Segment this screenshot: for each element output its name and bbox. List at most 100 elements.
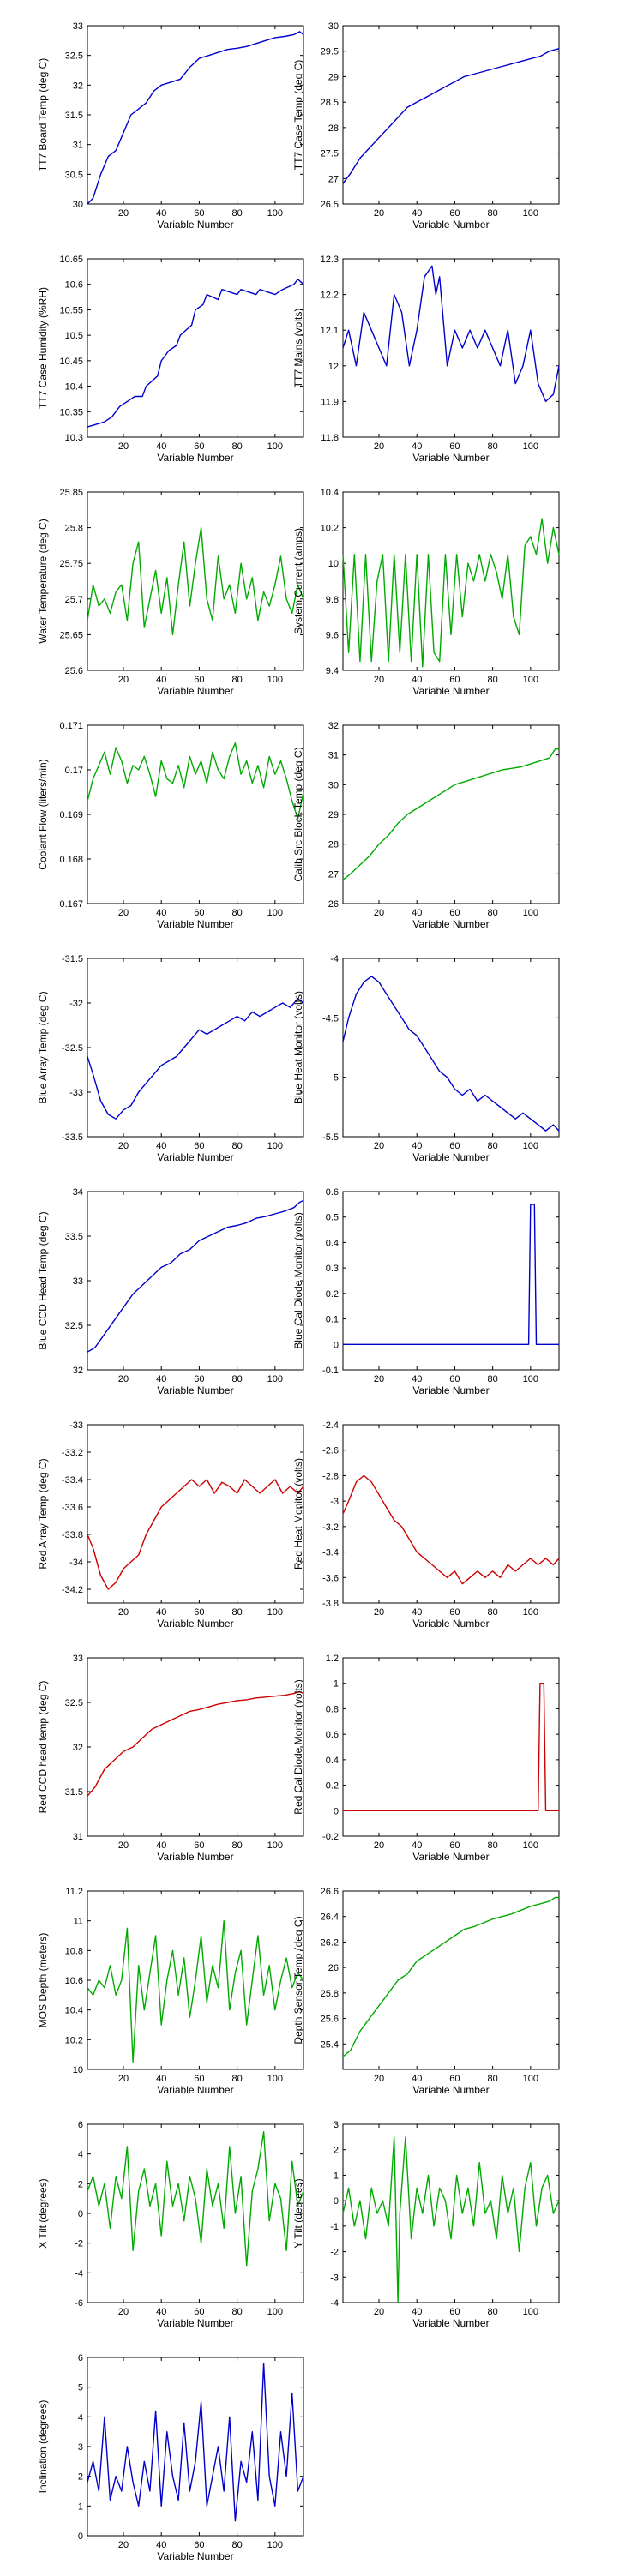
x-tick-label: 60 [194, 908, 204, 918]
y-axis-label: Water Temperature (deg C) [37, 519, 49, 643]
x-tick-label: 40 [156, 208, 166, 219]
y-tick-label: -2.4 [322, 1420, 339, 1431]
y-tick-label: -33 [69, 1088, 83, 1098]
x-tick-label: 20 [374, 2307, 384, 2317]
y-tick-label: 25.6 [65, 666, 83, 676]
x-tick-label: 40 [156, 1374, 166, 1384]
x-axis-label: Variable Number [157, 1384, 233, 1396]
y-tick-label: -4.5 [322, 1013, 339, 1024]
x-tick-label: 20 [374, 441, 384, 452]
x-tick-label: 60 [449, 908, 460, 918]
x-tick-label: 40 [412, 2307, 422, 2317]
y-tick-label: 10 [73, 2065, 83, 2075]
y-tick-label: 10.45 [59, 357, 83, 367]
y-tick-label: 25.6 [321, 2015, 339, 2025]
x-axis-label: Variable Number [412, 1151, 489, 1163]
y-tick-label: 0.6 [326, 1730, 339, 1740]
x-tick-label: 20 [118, 675, 129, 685]
y-tick-label: 33 [73, 1276, 83, 1287]
x-tick-label: 60 [194, 441, 204, 452]
x-tick-label: 100 [267, 441, 283, 452]
x-tick-label: 100 [523, 1141, 538, 1151]
chart-18: 25.4 25.6 25.8 26 26.2 26.4 26.6 20 40 60 80 100 Var… [292, 1887, 560, 2096]
x-axis-label: Variable Number [412, 452, 489, 464]
y-tick-label: 0.4 [326, 1238, 339, 1248]
y-tick-label: 10.8 [65, 1946, 83, 1956]
y-axis-label: Red Heat Monitor (volts) [292, 1458, 304, 1570]
x-tick-label: 60 [194, 2540, 204, 2550]
x-tick-label: 80 [488, 1141, 498, 1151]
y-tick-label: 10.3 [65, 433, 83, 443]
x-tick-label: 80 [488, 2307, 498, 2317]
x-tick-label: 40 [156, 2540, 166, 2550]
chart-7: 0.167 0.168 0.169 0.17 0.171 20 40 60 80 100 Varia… [37, 721, 304, 930]
y-axis-label: TT7 Board Temp (deg C) [37, 58, 49, 172]
y-tick-label: 10.35 [59, 407, 83, 417]
y-tick-label: 33.5 [65, 1232, 83, 1242]
plot-frame [87, 2123, 304, 2303]
y-tick-label: 6 [78, 2353, 83, 2363]
x-tick-label: 20 [374, 908, 384, 918]
x-tick-label: 60 [449, 2074, 460, 2084]
series-line [87, 742, 304, 820]
x-tick-label: 20 [118, 1840, 129, 1851]
y-tick-label: 10.4 [65, 382, 83, 393]
series-line [342, 1896, 559, 2057]
series-line [342, 976, 560, 1132]
x-tick-label: 60 [449, 441, 460, 452]
y-tick-label: -2 [330, 2248, 339, 2258]
x-tick-label: 100 [267, 908, 283, 918]
x-axis-label: Variable Number [412, 2317, 489, 2329]
y-tick-label: -2.8 [322, 1471, 339, 1481]
x-tick-label: 80 [488, 2074, 498, 2084]
x-axis-label: Variable Number [157, 1618, 233, 1630]
chart-6: 9.4 9.6 9.8 10 10.2 10.4 20 40 60 80 100 Variable N… [292, 488, 560, 697]
y-tick-label: -31.5 [62, 954, 83, 964]
y-axis-label: Blue Cal Diode Monitor (volts) [292, 1212, 304, 1348]
x-tick-label: 40 [156, 1840, 166, 1851]
y-tick-label: 31.5 [65, 111, 83, 121]
y-tick-label: -4 [330, 954, 339, 964]
x-axis-label: Variable Number [412, 685, 489, 697]
x-tick-label: 40 [412, 1607, 422, 1618]
y-tick-label: 0.2 [326, 1781, 339, 1792]
y-tick-label: 0.2 [326, 1289, 339, 1300]
x-tick-label: 100 [523, 208, 538, 219]
y-tick-label: -2 [75, 2239, 83, 2249]
x-tick-label: 40 [412, 2074, 422, 2084]
y-tick-label: 32 [328, 721, 339, 731]
chart-8: 26 27 28 29 30 31 32 20 40 60 80 100 Variable Number… [292, 721, 560, 930]
y-tick-label: 12.2 [321, 291, 339, 301]
y-tick-label: 30.5 [65, 170, 83, 180]
x-axis-label: Variable Number [157, 918, 233, 930]
y-tick-label: 3 [78, 2442, 83, 2453]
y-tick-label: 32.5 [65, 51, 83, 62]
x-tick-label: 40 [156, 908, 166, 918]
x-tick-label: 40 [156, 1141, 166, 1151]
chart-17: 10 10.2 10.4 10.6 10.8 11 11.2 20 40 60 80 100 Varia… [37, 1887, 304, 2096]
y-tick-label: 0.167 [59, 899, 83, 910]
y-tick-label: -5.5 [322, 1132, 339, 1143]
x-tick-label: 100 [267, 2307, 283, 2317]
x-tick-label: 20 [374, 1607, 384, 1618]
series-line [342, 748, 559, 880]
x-tick-label: 20 [118, 1374, 129, 1384]
x-axis-label: Variable Number [157, 2317, 233, 2329]
y-tick-label: 4 [78, 2150, 83, 2160]
y-tick-label: 27 [328, 174, 339, 184]
chart-4: 11.8 11.9 12 12.1 12.2 12.3 20 40 60 80 100 Variabl… [292, 255, 560, 464]
y-tick-label: 28.5 [321, 98, 339, 108]
y-tick-label: 34 [73, 1187, 83, 1198]
y-tick-label: 1.2 [326, 1654, 339, 1664]
x-tick-label: 80 [232, 1840, 243, 1851]
y-axis-label: Depth Sensor Temp (deg C) [292, 1916, 304, 2044]
x-tick-label: 20 [118, 2540, 129, 2550]
x-tick-label: 80 [232, 2074, 243, 2084]
y-tick-label: 33 [73, 1654, 83, 1664]
y-axis-label: Y Tilt (degrees) [292, 2178, 304, 2248]
plot-frame [342, 1657, 560, 1837]
series-line [87, 1199, 304, 1353]
y-axis-label: Inclination (degrees) [37, 2400, 49, 2494]
y-tick-label: -3.6 [322, 1573, 339, 1583]
